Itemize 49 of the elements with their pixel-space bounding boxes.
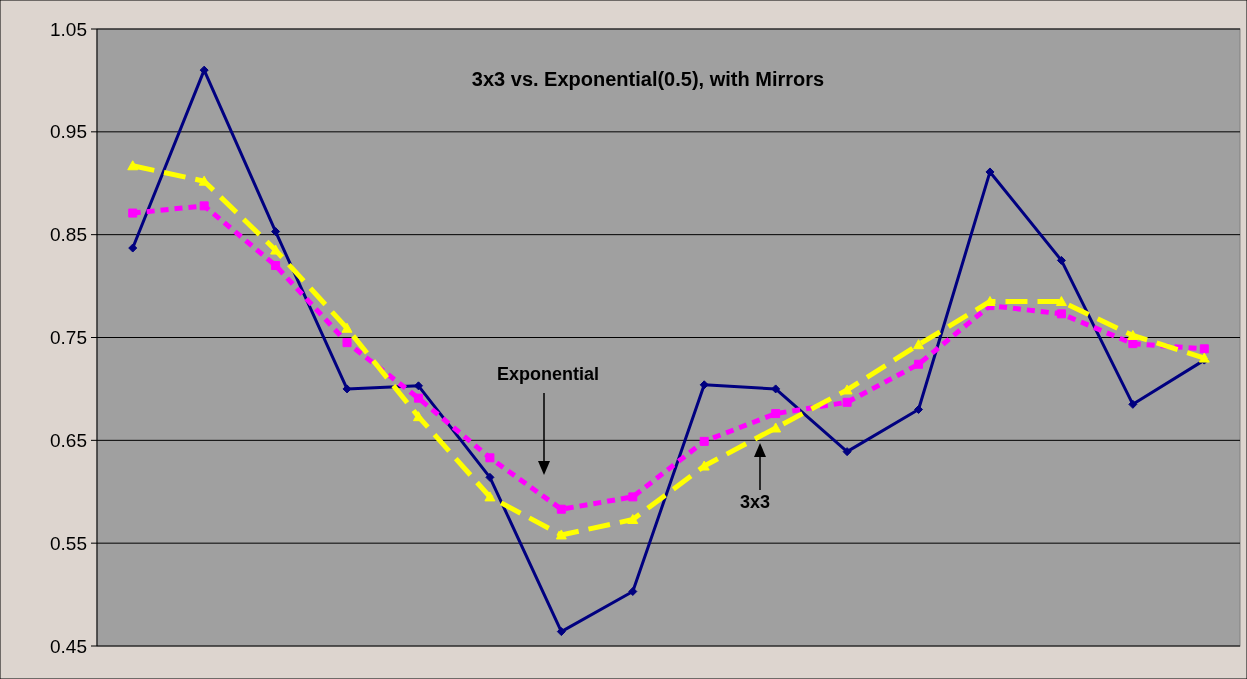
point <box>1056 309 1066 319</box>
point <box>628 587 638 596</box>
point <box>699 436 709 446</box>
text: 3x3 vs. Exponential(0.5), with Mirrors <box>471 68 825 90</box>
point <box>412 411 424 422</box>
point <box>914 404 924 414</box>
point <box>914 359 924 369</box>
point <box>413 393 423 403</box>
y-tick-label: 0.95 <box>50 121 87 143</box>
point <box>1056 255 1066 265</box>
point <box>1128 399 1138 409</box>
point <box>555 529 567 540</box>
point <box>342 384 352 394</box>
point <box>1199 344 1209 354</box>
point <box>771 409 781 419</box>
point <box>128 208 138 218</box>
point <box>199 65 209 75</box>
annotation: 3x3 <box>739 492 771 512</box>
annotation: Exponential <box>496 364 600 384</box>
y-tick-label: 0.55 <box>50 532 87 554</box>
point <box>771 384 781 394</box>
y-tick-label: 0.65 <box>50 429 87 451</box>
point <box>484 491 496 502</box>
y-tick-label: 0.85 <box>50 224 87 246</box>
point <box>128 243 138 253</box>
point <box>1055 296 1067 307</box>
point <box>627 514 639 525</box>
point <box>556 627 566 637</box>
point <box>842 447 852 457</box>
y-tick-label: 0.45 <box>50 635 87 657</box>
point <box>127 160 139 171</box>
point <box>699 380 709 390</box>
point <box>342 338 352 348</box>
point <box>698 460 710 471</box>
point <box>485 472 495 482</box>
point <box>1127 329 1139 340</box>
y-tick-label: 0.75 <box>50 327 87 349</box>
point <box>271 227 281 237</box>
point <box>199 201 209 211</box>
point <box>271 261 281 271</box>
point <box>842 397 852 407</box>
point <box>341 322 353 333</box>
point <box>985 167 995 177</box>
point <box>1128 339 1138 349</box>
y-tick-label: 1.05 <box>50 18 87 40</box>
point <box>556 504 566 514</box>
point <box>913 339 925 350</box>
point <box>628 492 638 502</box>
point <box>485 453 495 463</box>
